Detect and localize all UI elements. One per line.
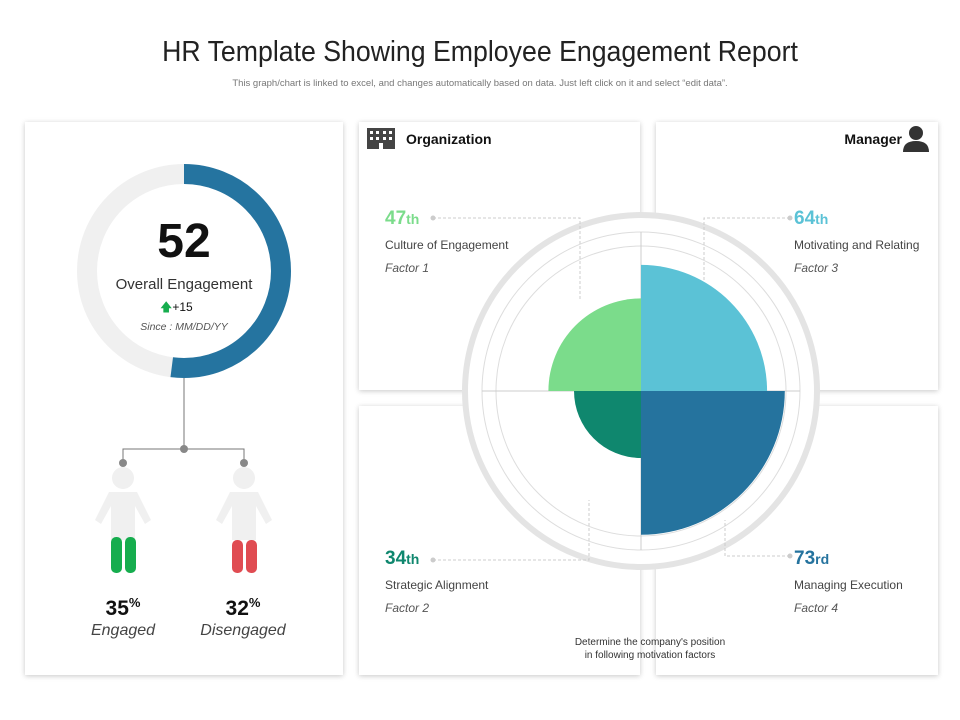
engagement-graphic [77, 164, 291, 573]
since-date: Since : MM/DD/YY [140, 321, 228, 333]
person-engaged-icon [95, 467, 151, 573]
engaged-percent: 35% [105, 595, 141, 620]
factor-2-wedge [574, 391, 641, 458]
factor-3-name: Motivating and Relating [794, 238, 920, 252]
arrow-up-icon: 🡅 [160, 300, 173, 314]
change-value: +15 [172, 300, 193, 314]
factor-3-wedge [641, 264, 768, 391]
manager-heading: Manager [844, 131, 902, 147]
leader-line-factor-1 [433, 217, 581, 300]
page-subtitle: This graph/chart is linked to excel, and… [232, 78, 728, 89]
building-icon [367, 128, 395, 149]
leader-line-factor-3 [703, 217, 790, 280]
factor-3-rank: 64th [794, 208, 829, 229]
factor-2-rank: 34th [385, 548, 420, 569]
factor-2-label: Factor 2 [385, 601, 430, 615]
leader-dot [430, 215, 436, 221]
engagement-change: 🡅+15 [160, 298, 193, 319]
factor-4-label: Factor 4 [794, 601, 839, 615]
connector-dot [180, 445, 188, 453]
factor-4-rank: 73rd [794, 548, 830, 569]
factor-4-name: Managing Execution [794, 578, 903, 592]
factor-2-block: 34th Strategic Alignment Factor 2 [385, 548, 488, 615]
factor-2-name: Strategic Alignment [385, 578, 489, 592]
factor-1-rank: 47th [385, 208, 420, 229]
disengaged-percent: 32% [225, 595, 261, 620]
chart-footer-note: Determine the company's position in foll… [574, 637, 726, 661]
page-title: HR Template Showing Employee Engagement … [162, 36, 798, 68]
factor-4-block: 73rd Managing Execution Factor 4 [794, 548, 903, 615]
connector-dot [119, 459, 127, 467]
leader-dot [430, 557, 436, 563]
person-disengaged-icon [216, 467, 272, 573]
factor-4-wedge [641, 391, 785, 535]
leader-dot [787, 215, 793, 221]
donut-progress-arc [77, 164, 291, 378]
engaged-label: Engaged [90, 622, 156, 639]
leader-dot [787, 553, 793, 559]
manager-icon [903, 126, 929, 152]
factor-3-label: Factor 3 [794, 261, 839, 275]
factor-1-block: 47th Culture of Engagement Factor 1 [385, 208, 508, 275]
disengaged-label: Disengaged [200, 622, 286, 639]
organization-heading: Organization [406, 131, 492, 147]
overall-engagement-label: Overall Engagement [115, 276, 253, 293]
connector-dot [240, 459, 248, 467]
factor-1-wedge [548, 298, 641, 391]
factor-3-block: 64th Motivating and Relating Factor 3 [794, 208, 919, 275]
factor-1-name: Culture of Engagement [385, 238, 509, 252]
overall-engagement-value: 52 [157, 215, 211, 268]
leader-line-factor-4 [724, 520, 790, 557]
leader-line-factor-2 [433, 500, 590, 561]
factor-1-label: Factor 1 [385, 261, 430, 275]
